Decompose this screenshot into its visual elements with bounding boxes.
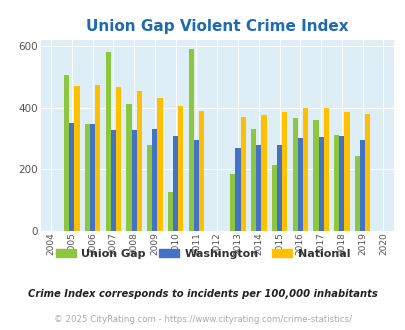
Bar	[69, 123, 74, 231]
Text: © 2025 CityRating.com - https://www.cityrating.com/crime-statistics/: © 2025 CityRating.com - https://www.city…	[54, 315, 351, 324]
Bar	[178, 106, 183, 231]
Bar	[157, 98, 162, 231]
Bar	[276, 145, 281, 231]
Text: Crime Index corresponds to incidents per 100,000 inhabitants: Crime Index corresponds to incidents per…	[28, 289, 377, 299]
Bar	[85, 124, 90, 231]
Bar	[188, 49, 193, 231]
Bar	[240, 117, 245, 231]
Bar	[198, 111, 204, 231]
Bar	[116, 87, 121, 231]
Bar	[281, 112, 287, 231]
Bar	[359, 140, 364, 231]
Bar	[323, 108, 328, 231]
Bar	[364, 114, 369, 231]
Bar	[271, 165, 276, 231]
Bar	[343, 112, 349, 231]
Bar	[302, 108, 307, 231]
Bar	[333, 135, 339, 231]
Bar	[136, 90, 141, 231]
Bar	[95, 85, 100, 231]
Bar	[131, 130, 136, 231]
Bar	[313, 120, 318, 231]
Title: Union Gap Violent Crime Index: Union Gap Violent Crime Index	[86, 19, 347, 34]
Bar	[105, 52, 111, 231]
Bar	[261, 115, 266, 231]
Bar	[147, 145, 152, 231]
Legend: Union Gap, Washington, National: Union Gap, Washington, National	[51, 245, 354, 263]
Bar	[230, 174, 235, 231]
Bar	[167, 192, 173, 231]
Bar	[235, 148, 240, 231]
Bar	[297, 138, 302, 231]
Bar	[90, 123, 95, 231]
Bar	[292, 118, 297, 231]
Bar	[126, 104, 131, 231]
Bar	[74, 86, 79, 231]
Bar	[64, 75, 69, 231]
Bar	[250, 129, 256, 231]
Bar	[256, 145, 261, 231]
Bar	[173, 136, 178, 231]
Bar	[111, 130, 116, 231]
Bar	[318, 137, 323, 231]
Bar	[193, 140, 198, 231]
Bar	[152, 129, 157, 231]
Bar	[354, 156, 359, 231]
Bar	[339, 136, 343, 231]
